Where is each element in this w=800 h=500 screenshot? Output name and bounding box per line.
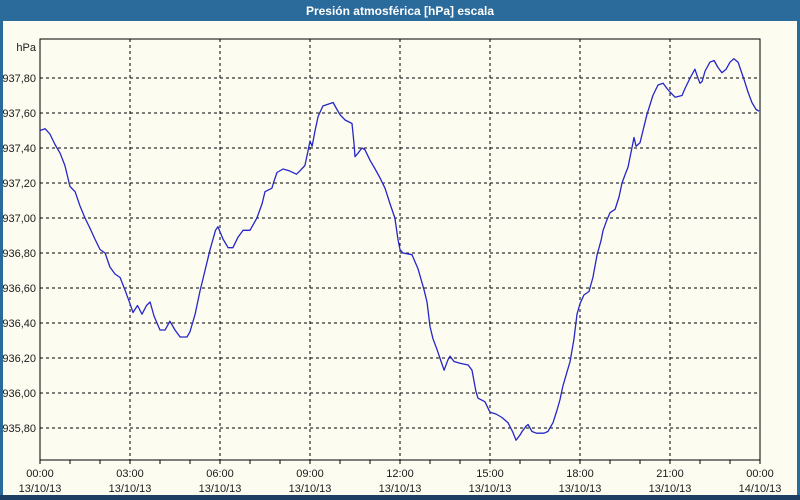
y-tick-label: 935,80 <box>2 423 36 435</box>
x-tick-time-label: 21:00 <box>656 468 684 480</box>
y-tick-label: 937,40 <box>2 143 36 155</box>
window-frame-left <box>0 21 3 500</box>
chart-title: Presión atmosférica [hPa] escala <box>305 3 495 18</box>
y-tick-label: 937,20 <box>2 178 36 190</box>
x-tick-date-label: 14/10/13 <box>739 483 782 495</box>
y-tick-label: 936,20 <box>2 353 36 365</box>
window-frame-right <box>797 21 800 500</box>
chart-title-bar: Presión atmosférica [hPa] escala <box>0 0 800 21</box>
y-tick-label: 937,80 <box>2 73 36 85</box>
y-tick-label: 937,00 <box>2 213 36 225</box>
window-frame-bottom <box>0 495 800 500</box>
x-tick-date-label: 13/10/13 <box>109 483 152 495</box>
y-axis-unit-label: hPa <box>16 42 36 54</box>
x-tick-date-label: 13/10/13 <box>379 483 422 495</box>
x-tick-time-label: 03:00 <box>116 468 144 480</box>
x-tick-date-label: 13/10/13 <box>199 483 242 495</box>
y-tick-label: 937,60 <box>2 108 36 120</box>
x-tick-time-label: 00:00 <box>746 468 774 480</box>
x-tick-date-label: 13/10/13 <box>649 483 692 495</box>
y-tick-label: 936,80 <box>2 248 36 260</box>
x-tick-time-label: 12:00 <box>386 468 414 480</box>
plot-border <box>39 38 761 461</box>
y-tick-label: 936,00 <box>2 388 36 400</box>
x-tick-time-label: 09:00 <box>296 468 324 480</box>
x-tick-time-label: 15:00 <box>476 468 504 480</box>
y-tick-label: 936,40 <box>2 318 36 330</box>
x-tick-time-label: 06:00 <box>206 468 234 480</box>
x-tick-date-label: 13/10/13 <box>469 483 512 495</box>
x-tick-date-label: 13/10/13 <box>559 483 602 495</box>
x-tick-time-label: 18:00 <box>566 468 594 480</box>
pressure-series-line <box>39 58 760 441</box>
x-tick-date-label: 13/10/13 <box>19 483 62 495</box>
y-tick-label: 936,60 <box>2 283 36 295</box>
x-tick-time-label: 00:00 <box>26 468 54 480</box>
x-tick-date-label: 13/10/13 <box>289 483 332 495</box>
